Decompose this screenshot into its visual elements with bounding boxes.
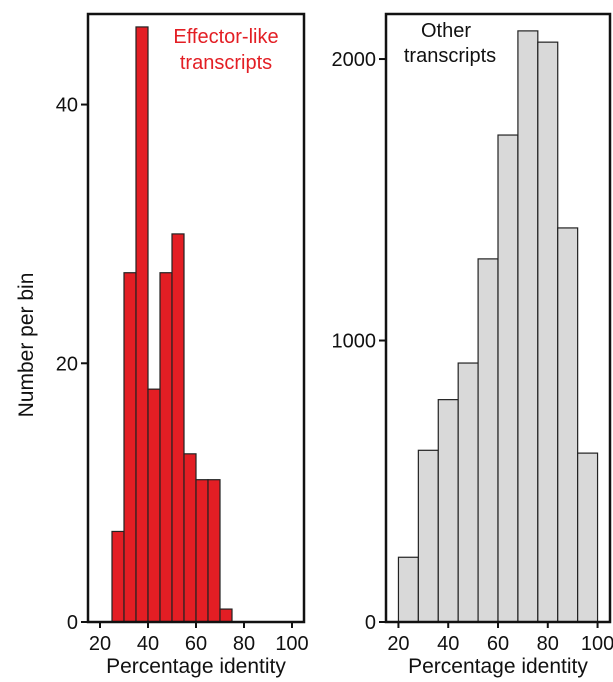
bars-effector-like	[111, 26, 233, 623]
x-axis-label: Percentage identity	[408, 655, 588, 678]
x-axis-other: 20 40 60 80 100	[387, 622, 613, 655]
x-tick-label: 80	[233, 633, 255, 655]
histogram-bar-other-7	[517, 30, 539, 623]
histogram-bar-effector-like-9	[207, 479, 221, 623]
histogram-bar-other-9	[557, 227, 579, 623]
x-tick-label: 20	[387, 633, 409, 655]
histogram-bar-effector-like-5	[159, 272, 173, 623]
x-axis-label: Percentage identity	[106, 655, 286, 678]
histogram-bar-effector-like-2	[123, 272, 137, 623]
histogram-bar-effector-like-1	[111, 530, 125, 623]
annotation-line-2: transcripts	[404, 45, 496, 67]
histogram-bar-effector-like-10	[219, 608, 233, 623]
y-tick-label: 0	[67, 612, 78, 634]
x-tick-label: 100	[275, 633, 308, 655]
annotation-line-1: Other	[421, 20, 471, 42]
x-axis-effector-like: 20 40 60 80 100	[89, 622, 309, 655]
histogram-bar-other-5	[477, 258, 499, 623]
x-tick-label: 40	[137, 633, 159, 655]
x-tick-label: 40	[437, 633, 459, 655]
annotation-line-2: transcripts	[180, 52, 272, 74]
histogram-bar-effector-like-3	[135, 26, 149, 623]
histogram-bar-other-1	[397, 556, 419, 623]
y-tick-label: 1000	[332, 331, 377, 353]
x-tick-label: 60	[185, 633, 207, 655]
histogram-bar-other-2	[417, 449, 439, 623]
histogram-bar-other-4	[457, 362, 479, 623]
x-tick-label: 80	[537, 633, 559, 655]
histogram-bar-other-10	[577, 452, 599, 623]
y-axis-other: 0 1000 2000	[332, 49, 386, 634]
panel-effector-like: 0 20 40 20 40 60 80 100 Effector-like transcri…	[15, 12, 309, 678]
y-tick-label: 20	[56, 353, 78, 375]
histogram-bar-effector-like-6	[171, 233, 185, 623]
y-tick-label: 40	[56, 95, 78, 117]
x-tick-label: 20	[89, 633, 111, 655]
histogram-bar-other-3	[437, 399, 459, 623]
y-axis-label: Number per bin	[15, 273, 38, 418]
x-tick-label: 60	[487, 633, 509, 655]
bars-other	[397, 30, 599, 623]
histogram-bar-effector-like-8	[195, 479, 209, 623]
histogram-bar-effector-like-4	[147, 388, 161, 623]
x-tick-label: 100	[581, 633, 613, 655]
histogram-bar-other-8	[537, 41, 559, 623]
y-axis-effector-like: 0 20 40	[56, 95, 88, 634]
histogram-bar-effector-like-7	[183, 453, 197, 623]
y-tick-label: 2000	[332, 49, 377, 71]
y-tick-label: 0	[365, 612, 376, 634]
histogram-bar-other-6	[497, 134, 519, 623]
annotation-line-1: Effector-like	[173, 26, 278, 48]
